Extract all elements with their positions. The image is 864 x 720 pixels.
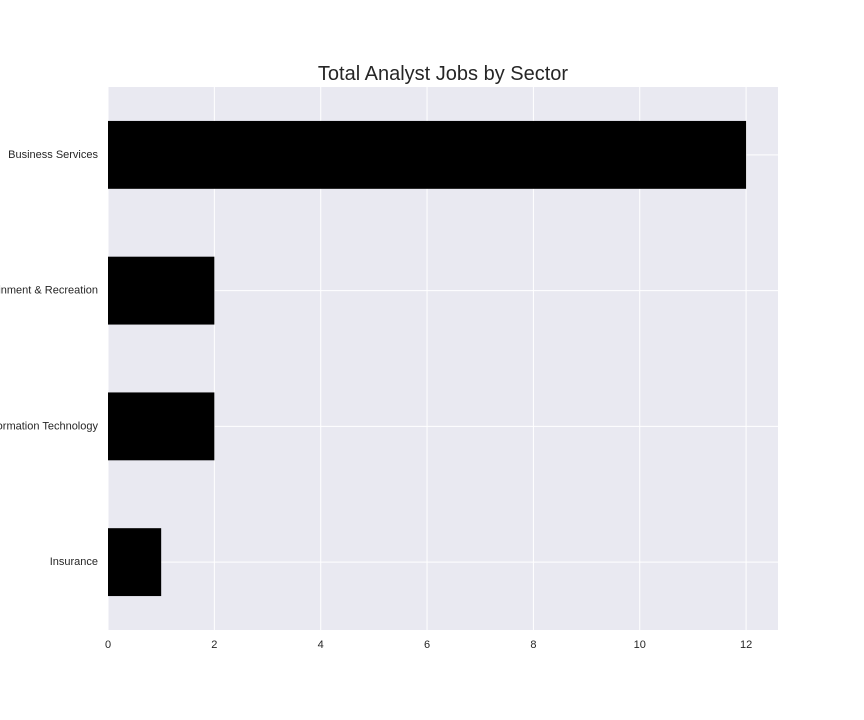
bar bbox=[108, 120, 747, 189]
y-axis-tick-labels: Business Services Arts, Entertainment & R… bbox=[0, 149, 98, 568]
y-tick-label: Information Technology bbox=[0, 420, 98, 432]
x-tick-label: 8 bbox=[530, 639, 536, 651]
x-tick-label: 2 bbox=[211, 639, 217, 651]
x-tick-label: 0 bbox=[105, 639, 111, 651]
y-tick-label: Business Services bbox=[8, 149, 98, 161]
x-tick-label: 12 bbox=[740, 639, 752, 651]
chart-title: Total Analyst Jobs by Sector bbox=[318, 63, 568, 85]
bar bbox=[108, 392, 215, 461]
bar bbox=[108, 528, 162, 597]
bar bbox=[108, 256, 215, 325]
y-tick-label: Insurance bbox=[50, 556, 98, 568]
x-tick-label: 10 bbox=[634, 639, 646, 651]
x-tick-label: 4 bbox=[318, 639, 324, 651]
x-axis-tick-labels: 0 2 4 6 8 10 12 bbox=[105, 639, 752, 651]
bars bbox=[108, 120, 747, 597]
y-tick-label: Arts, Entertainment & Recreation bbox=[0, 285, 98, 297]
x-tick-label: 6 bbox=[424, 639, 430, 651]
